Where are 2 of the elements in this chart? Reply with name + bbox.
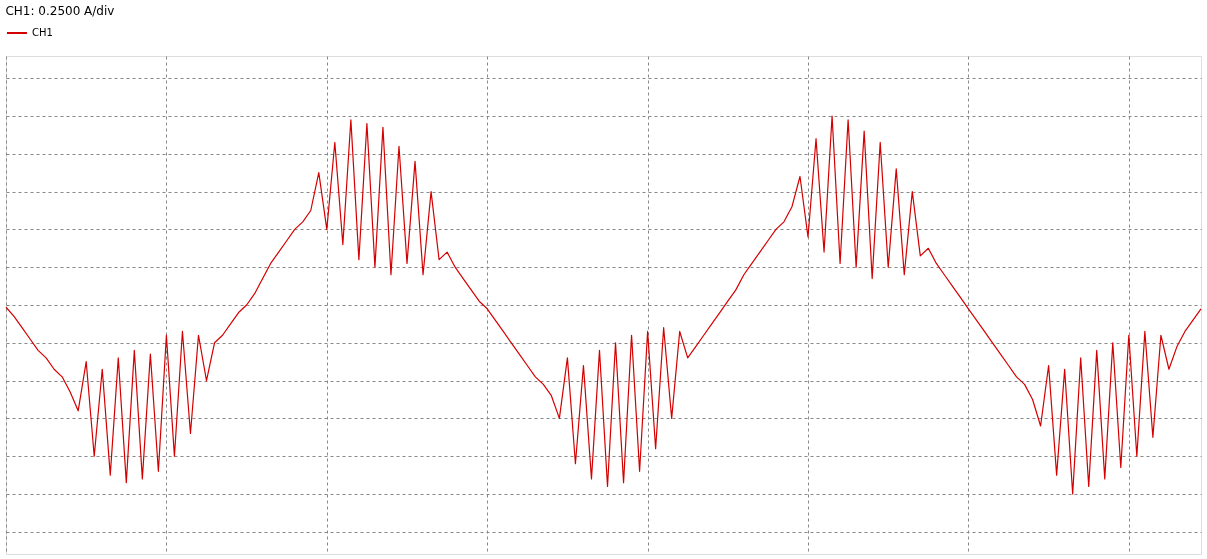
legend-label: CH1 xyxy=(32,27,53,38)
chart-title: CH1: 0.2500 A/div xyxy=(5,4,115,18)
